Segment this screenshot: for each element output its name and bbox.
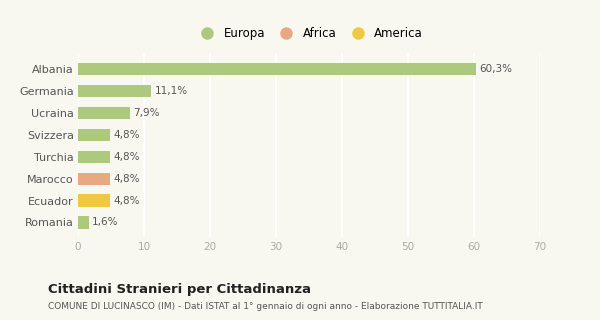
Text: 4,8%: 4,8% [113, 152, 139, 162]
Text: COMUNE DI LUCINASCO (IM) - Dati ISTAT al 1° gennaio di ogni anno - Elaborazione : COMUNE DI LUCINASCO (IM) - Dati ISTAT al… [48, 302, 483, 311]
Bar [78, 85, 151, 97]
Bar [78, 172, 110, 185]
Bar [78, 107, 130, 119]
Text: Cittadini Stranieri per Cittadinanza: Cittadini Stranieri per Cittadinanza [48, 283, 311, 296]
Text: 1,6%: 1,6% [92, 218, 118, 228]
Text: 11,1%: 11,1% [155, 86, 188, 96]
Text: 4,8%: 4,8% [113, 130, 139, 140]
Bar [78, 216, 89, 228]
Bar [78, 63, 476, 75]
Text: 60,3%: 60,3% [479, 64, 512, 74]
Bar [78, 150, 110, 163]
Text: 7,9%: 7,9% [133, 108, 160, 118]
Bar [78, 195, 110, 206]
Text: 4,8%: 4,8% [113, 173, 139, 184]
Legend: Europa, Africa, America: Europa, Africa, America [195, 28, 423, 40]
Text: 4,8%: 4,8% [113, 196, 139, 205]
Bar [78, 129, 110, 141]
